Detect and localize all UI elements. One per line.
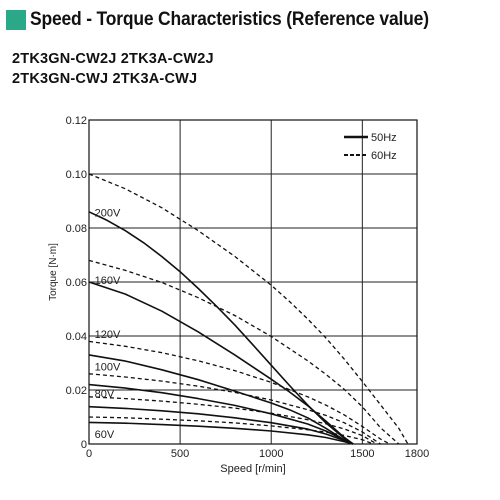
curve-50hz-4 <box>88 405 354 445</box>
curve-60hz-6 <box>88 173 409 445</box>
x-tick-label: 1000 <box>259 448 283 460</box>
y-axis-label: Torque [N·m] <box>48 243 59 301</box>
curve-50hz-3 <box>88 383 354 445</box>
labels: 0 0.02 0.04 0.06 0.08 0.10 0.12 0 500 1000 1500 180… <box>48 115 429 475</box>
model-line-1: 2TK3GN-CW2J 2TK3A-CW2J <box>12 51 214 67</box>
voltage-label: 60V <box>95 429 115 441</box>
x-axis-label: Speed [r/min] <box>220 463 285 475</box>
curve-60hz-9 <box>88 373 381 445</box>
voltage-label: 200V <box>95 207 121 219</box>
curve-60hz-8 <box>88 340 391 445</box>
title-bar: Speed - Torque Characteristics (Referenc… <box>6 6 464 34</box>
voltage-label: 100V <box>95 361 121 373</box>
grid <box>89 120 417 444</box>
voltage-label: 120V <box>95 329 121 341</box>
legend: 50Hz 60Hz <box>344 132 397 162</box>
model-names: 2TK3GN-CW2J 2TK3A-CW2J 2TK3GN-CWJ 2TK3A-… <box>12 49 214 89</box>
title-accent-square <box>6 10 26 30</box>
plot-frame <box>88 119 418 445</box>
voltage-label: 80V <box>95 388 115 400</box>
y-tick-label: 0.06 <box>66 277 87 289</box>
curve-60hz-11 <box>88 416 374 445</box>
curve-60hz-10 <box>88 396 378 445</box>
legend-label-50hz: 50Hz <box>371 132 397 144</box>
curve-50hz-5 <box>88 421 354 445</box>
y-tick-label: 0.04 <box>66 331 87 343</box>
y-tick-label: 0 <box>81 439 87 451</box>
x-tick-label: 0 <box>86 448 92 460</box>
x-tick-label: 1800 <box>405 448 429 460</box>
model-line-2: 2TK3GN-CWJ 2TK3A-CWJ <box>12 71 198 87</box>
y-tick-label: 0.08 <box>66 223 87 235</box>
x-tick-label: 500 <box>171 448 189 460</box>
curve-50hz-1 <box>88 281 354 445</box>
x-tick-label: 1500 <box>350 448 374 460</box>
y-tick-label: 0.10 <box>66 169 87 181</box>
legend-label-60hz: 60Hz <box>371 150 397 162</box>
curves <box>88 173 409 445</box>
y-tick-label: 0.02 <box>66 385 87 397</box>
chart-title: Speed - Torque Characteristics (Referenc… <box>30 9 429 30</box>
curve-50hz-2 <box>88 354 354 445</box>
curve-60hz-7 <box>88 259 400 445</box>
voltage-label: 160V <box>95 275 121 287</box>
y-tick-label: 0.12 <box>66 115 87 127</box>
plot-border <box>88 119 418 445</box>
